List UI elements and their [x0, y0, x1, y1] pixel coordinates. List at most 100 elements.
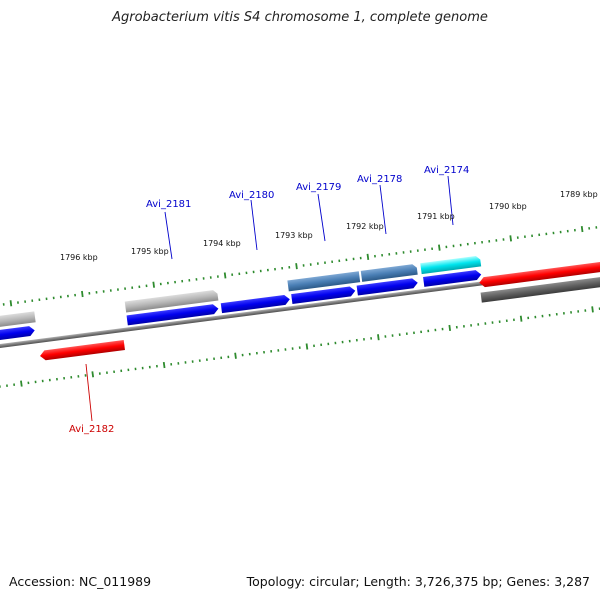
outer-minor-tick	[59, 295, 62, 299]
inner-minor-tick	[570, 311, 573, 314]
gene-avi-2179	[291, 286, 356, 305]
gene-label-avi-2180: Avi_2180	[229, 190, 274, 201]
outer-minor-tick	[538, 233, 541, 237]
outer-minor-tick	[552, 231, 555, 235]
inner-major-tick	[519, 315, 523, 322]
outer-minor-tick	[124, 287, 127, 290]
inner-minor-tick	[370, 337, 373, 340]
inner-major-tick	[91, 371, 95, 378]
kbp-label-1796: 1796 kbp	[60, 253, 98, 262]
outer-major-tick	[438, 244, 441, 251]
inner-minor-tick	[584, 309, 587, 312]
outer-minor-tick	[516, 236, 519, 239]
inner-minor-tick	[106, 371, 108, 374]
inner-minor-tick	[113, 370, 116, 374]
inner-major-tick	[448, 324, 452, 332]
outer-major-tick	[295, 263, 298, 270]
outer-minor-tick	[374, 254, 376, 258]
gene-label-avi-2179: Avi_2179	[296, 182, 341, 193]
inner-minor-tick	[70, 376, 73, 379]
outer-minor-tick	[416, 249, 419, 252]
outer-minor-tick	[245, 271, 248, 275]
inner-minor-tick	[398, 333, 401, 336]
kbp-label-1793: 1793 kbp	[275, 231, 313, 240]
outer-minor-tick	[102, 290, 105, 293]
inner-minor-tick	[484, 322, 487, 325]
gene-avi-2182	[40, 340, 125, 361]
outer-minor-tick	[145, 284, 148, 288]
inner-minor-tick	[291, 347, 294, 350]
outer-major-tick	[509, 235, 512, 242]
outer-minor-tick	[331, 260, 334, 264]
inner-minor-tick	[470, 324, 473, 327]
inner-major-tick	[162, 361, 166, 369]
outer-minor-tick	[466, 242, 469, 246]
gene-red-right	[479, 255, 600, 288]
outer-tick-track	[2, 225, 598, 307]
feature-cyan	[420, 255, 482, 275]
inner-minor-tick	[27, 381, 30, 385]
outer-minor-tick	[238, 272, 241, 276]
outer-minor-tick	[573, 228, 576, 232]
outer-minor-tick	[388, 253, 391, 256]
inner-minor-tick	[441, 327, 444, 331]
outer-minor-tick	[559, 230, 562, 234]
inner-minor-tick	[405, 332, 408, 336]
inner-minor-tick	[541, 314, 544, 318]
inner-minor-tick	[0, 385, 1, 388]
outer-major-tick	[81, 290, 84, 298]
outer-minor-tick	[166, 281, 169, 285]
outer-minor-tick	[595, 226, 598, 229]
inner-minor-tick	[13, 383, 16, 387]
inner-minor-tick	[512, 318, 515, 322]
inner-minor-tick	[248, 352, 251, 356]
outer-minor-tick	[395, 252, 398, 255]
feature-grey	[124, 290, 219, 313]
outer-minor-tick	[545, 232, 548, 236]
inner-minor-tick	[127, 368, 130, 372]
inner-minor-tick	[505, 319, 508, 323]
inner-minor-tick	[355, 338, 358, 342]
outer-minor-tick	[531, 234, 534, 238]
outer-minor-tick	[302, 264, 305, 267]
inner-minor-tick	[341, 340, 344, 344]
outer-minor-tick	[188, 278, 191, 282]
outer-minor-tick	[588, 227, 591, 230]
kbp-label-1795: 1795 kbp	[131, 247, 169, 256]
outer-minor-tick	[445, 245, 448, 249]
feature-dark-grey	[480, 270, 600, 303]
outer-minor-tick	[38, 298, 41, 302]
leader-avi-2180	[250, 199, 258, 251]
outer-minor-tick	[274, 267, 276, 271]
outer-minor-tick	[316, 262, 319, 265]
inner-minor-tick	[170, 363, 173, 366]
inner-minor-tick	[313, 344, 315, 348]
leader-avi-2181	[164, 211, 173, 260]
outer-minor-tick	[452, 244, 455, 248]
leader-avi-2174	[447, 175, 454, 226]
outer-minor-tick	[359, 256, 362, 260]
accession-text: Accession: NC_011989	[9, 574, 152, 589]
outer-minor-tick	[195, 278, 198, 281]
outer-minor-tick	[566, 229, 569, 233]
gene-avi-2180	[220, 294, 290, 314]
inner-minor-tick	[84, 374, 87, 377]
inner-minor-tick	[413, 331, 415, 335]
inner-minor-tick	[184, 361, 187, 364]
inner-minor-tick	[155, 364, 158, 368]
leader-avi-2179	[317, 193, 326, 242]
outer-major-tick	[580, 225, 584, 233]
outer-minor-tick	[309, 263, 312, 266]
outer-minor-tick	[431, 247, 434, 251]
outer-minor-tick	[116, 288, 119, 291]
inner-minor-tick	[298, 346, 301, 349]
inner-minor-tick	[255, 351, 258, 355]
gene-label-avi-2178: Avi_2178	[357, 174, 402, 185]
inner-minor-tick	[434, 328, 437, 332]
inner-minor-tick	[277, 349, 280, 352]
inner-minor-tick	[463, 325, 465, 328]
inner-minor-tick	[527, 316, 530, 320]
inner-minor-tick	[134, 367, 137, 371]
feature-steel-blue-2	[360, 264, 418, 282]
inner-minor-tick	[98, 372, 101, 375]
